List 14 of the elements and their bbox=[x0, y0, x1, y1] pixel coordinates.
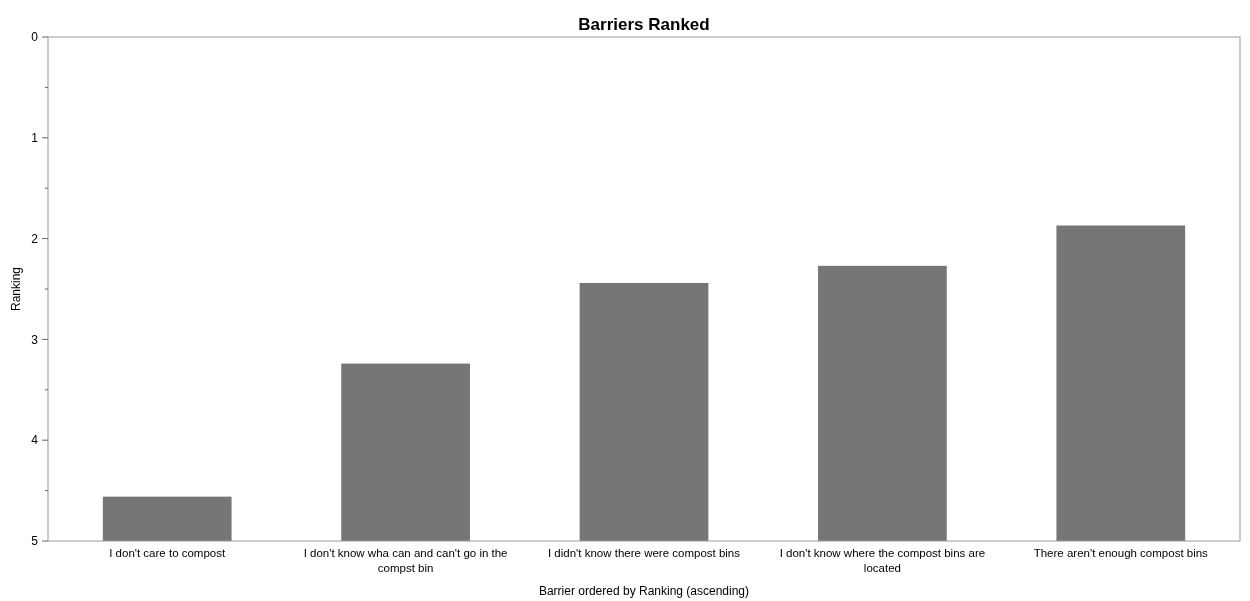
x-tick-label: I don't care to compost bbox=[109, 547, 226, 559]
y-tick-label: 5 bbox=[31, 534, 39, 549]
y-axis-title: Ranking bbox=[9, 266, 23, 312]
x-tick-label: I didn't know there were compost bins bbox=[547, 547, 741, 559]
y-tick-label: 4 bbox=[31, 433, 39, 448]
x-tick-label: I don't know wha can and can't go in the compst bin bbox=[303, 547, 508, 574]
x-tick-label: I don't know where the compost bins are located bbox=[779, 547, 986, 574]
y-tick-label: 3 bbox=[31, 332, 39, 347]
y-tick-label: 2 bbox=[31, 231, 39, 246]
y-tick-label: 1 bbox=[31, 131, 39, 145]
y-tick-label: 0 bbox=[31, 30, 39, 45]
x-axis-title: Barrier ordered by Ranking (ascending) bbox=[538, 584, 750, 598]
chart-title: Barriers Ranked bbox=[578, 15, 710, 34]
x-tick-label: There aren't enough compost bins bbox=[1033, 547, 1209, 559]
